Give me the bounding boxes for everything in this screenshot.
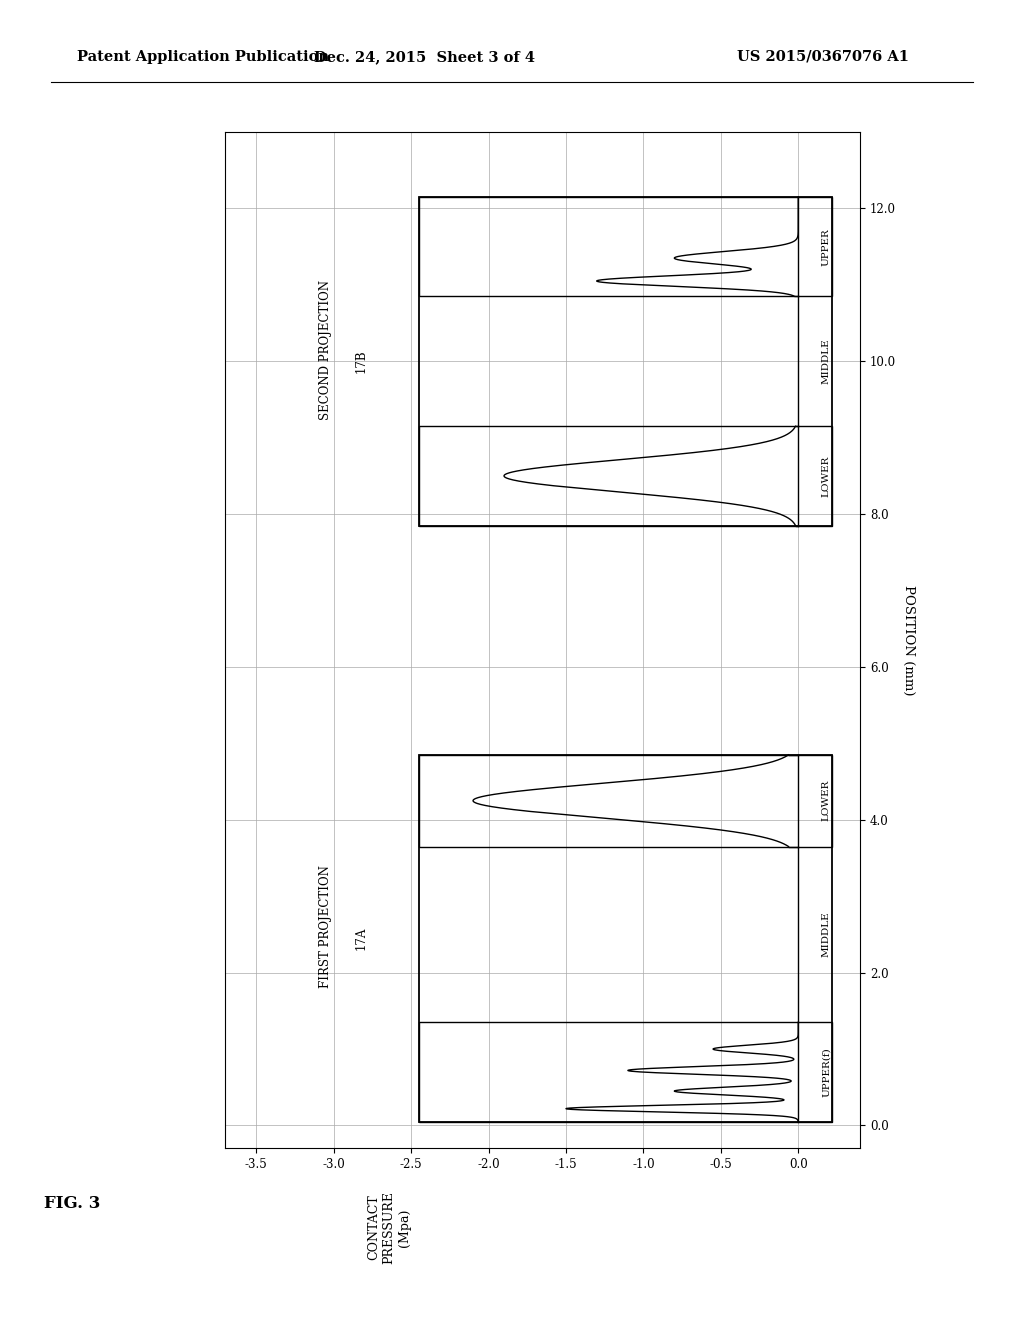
Text: UPPER(f): UPPER(f) <box>821 1047 830 1097</box>
Bar <box>419 755 833 846</box>
Bar <box>419 426 833 525</box>
Text: MIDDLE: MIDDLE <box>821 338 830 384</box>
Bar <box>419 755 833 1122</box>
Y-axis label: POSITION (mm): POSITION (mm) <box>902 585 915 696</box>
Text: LOWER: LOWER <box>821 780 830 821</box>
Text: US 2015/0367076 A1: US 2015/0367076 A1 <box>737 50 909 63</box>
Text: CONTACT
PRESSURE
(Mpa): CONTACT PRESSURE (Mpa) <box>368 1191 411 1265</box>
Text: LOWER: LOWER <box>821 455 830 496</box>
Bar <box>419 1022 833 1122</box>
Bar <box>419 197 833 525</box>
Text: FIRST PROJECTION: FIRST PROJECTION <box>319 866 333 989</box>
Text: FIG. 3: FIG. 3 <box>43 1195 100 1212</box>
Text: UPPER: UPPER <box>821 228 830 265</box>
Text: Patent Application Publication: Patent Application Publication <box>77 50 329 63</box>
Text: 17A: 17A <box>355 927 368 950</box>
Text: MIDDLE: MIDDLE <box>821 912 830 957</box>
Text: 17B: 17B <box>355 350 368 374</box>
Text: Dec. 24, 2015  Sheet 3 of 4: Dec. 24, 2015 Sheet 3 of 4 <box>314 50 536 63</box>
Bar <box>419 197 833 296</box>
Text: SECOND PROJECTION: SECOND PROJECTION <box>319 280 333 420</box>
